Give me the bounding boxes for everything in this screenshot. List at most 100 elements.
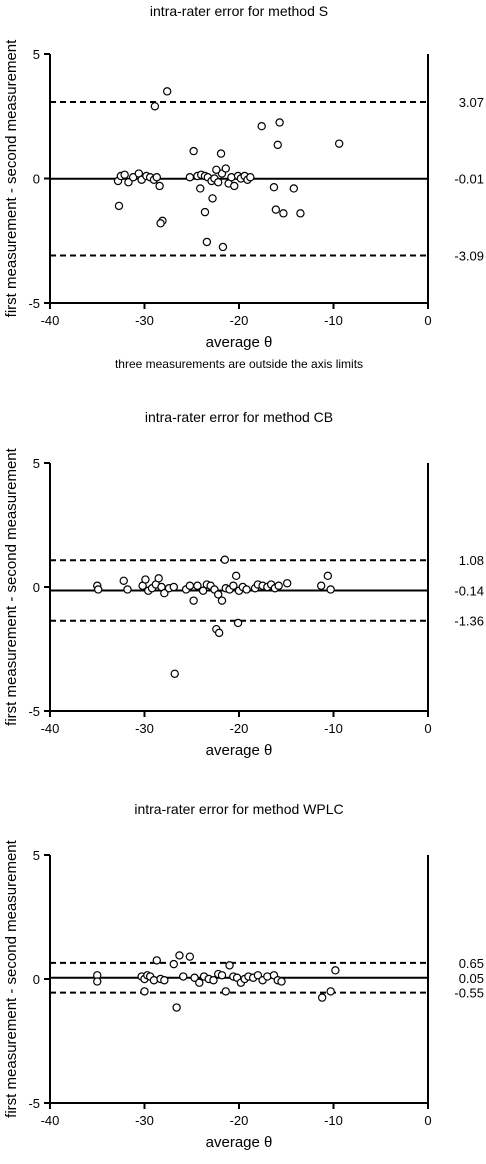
data-point bbox=[209, 976, 218, 985]
data-point bbox=[114, 201, 124, 211]
data-point bbox=[212, 165, 221, 174]
data-point bbox=[200, 207, 210, 217]
x-axis-label: average θ bbox=[206, 1134, 273, 1151]
data-point bbox=[253, 971, 263, 980]
data-point bbox=[189, 146, 198, 156]
data-point bbox=[326, 987, 335, 996]
data-point bbox=[198, 586, 208, 595]
mean-difference-label: 0.05 bbox=[459, 971, 484, 986]
data-point bbox=[170, 669, 179, 679]
y-axis-label: first measurement - second measurement bbox=[3, 839, 20, 1117]
data-point bbox=[119, 576, 128, 586]
x-tick-label: 0 bbox=[424, 313, 431, 328]
data-point bbox=[227, 173, 236, 182]
chart-note: three measurements are outside the axis … bbox=[115, 357, 363, 371]
x-tick-label: -20 bbox=[230, 1113, 249, 1128]
x-tick-label: -30 bbox=[135, 313, 154, 328]
data-point bbox=[185, 952, 195, 961]
data-point bbox=[172, 1003, 181, 1012]
data-point bbox=[246, 173, 255, 182]
data-point bbox=[229, 581, 238, 590]
data-point bbox=[289, 184, 299, 193]
data-point bbox=[214, 590, 223, 599]
data-point bbox=[214, 178, 223, 187]
data-point bbox=[202, 237, 212, 247]
data-point bbox=[185, 581, 195, 590]
y-tick-label: 0 bbox=[33, 972, 40, 987]
chart-title: intra-rater error for method CB bbox=[145, 409, 333, 425]
upper-limit-label: 3.07 bbox=[459, 95, 484, 110]
data-point bbox=[149, 976, 159, 985]
data-point bbox=[279, 209, 288, 218]
y-tick-label: 0 bbox=[33, 580, 40, 595]
y-tick-label: 0 bbox=[33, 172, 40, 187]
data-point bbox=[190, 973, 199, 982]
data-point bbox=[154, 574, 163, 583]
data-point bbox=[275, 118, 284, 127]
data-point bbox=[175, 951, 184, 960]
y-tick-label: 5 bbox=[33, 47, 40, 62]
data-point bbox=[120, 170, 129, 179]
data-point bbox=[317, 581, 326, 590]
data-point bbox=[269, 183, 279, 192]
data-point bbox=[179, 972, 188, 981]
upper-limit-label: 0.65 bbox=[459, 956, 484, 971]
mean-difference-label: -0.01 bbox=[454, 172, 484, 187]
data-point bbox=[326, 585, 335, 594]
data-point bbox=[296, 209, 305, 218]
y-axis-label: first measurement - second measurement bbox=[3, 39, 20, 317]
data-point bbox=[160, 976, 169, 985]
data-point bbox=[317, 993, 327, 1002]
x-axis-label: average θ bbox=[206, 334, 273, 351]
data-point bbox=[124, 178, 133, 187]
x-tick-label: -30 bbox=[135, 1113, 154, 1128]
data-point bbox=[221, 164, 230, 173]
chart-title: intra-rater error for method S bbox=[150, 3, 328, 19]
data-point bbox=[323, 571, 333, 581]
data-point bbox=[273, 140, 282, 150]
data-point bbox=[221, 987, 230, 996]
y-tick-label: 5 bbox=[33, 456, 40, 471]
data-point bbox=[155, 181, 164, 191]
data-point bbox=[169, 959, 178, 969]
lower-limit-label: -3.09 bbox=[454, 248, 484, 263]
data-point bbox=[150, 102, 160, 111]
data-point bbox=[93, 977, 102, 986]
x-tick-label: -20 bbox=[230, 721, 249, 736]
y-tick-label: -5 bbox=[28, 1096, 40, 1111]
data-point bbox=[231, 571, 241, 581]
x-tick-label: -20 bbox=[230, 313, 249, 328]
lower-limit-label: -1.36 bbox=[454, 614, 484, 629]
y-tick-label: 5 bbox=[33, 848, 40, 863]
y-axis-label: first measurement - second measurement bbox=[3, 447, 20, 725]
data-point bbox=[185, 173, 195, 182]
x-tick-label: 0 bbox=[424, 721, 431, 736]
data-point bbox=[162, 87, 172, 96]
data-point bbox=[220, 555, 230, 564]
x-tick-label: -10 bbox=[324, 313, 343, 328]
data-point bbox=[230, 181, 239, 191]
data-point bbox=[217, 596, 227, 605]
data-point bbox=[217, 971, 227, 980]
x-tick-label: -40 bbox=[41, 313, 60, 328]
data-point bbox=[218, 242, 228, 252]
y-tick-label: -5 bbox=[28, 704, 40, 719]
x-tick-label: -30 bbox=[135, 721, 154, 736]
data-point bbox=[208, 194, 217, 203]
data-point bbox=[141, 575, 150, 584]
data-point bbox=[257, 122, 266, 131]
data-point bbox=[140, 987, 149, 996]
data-point bbox=[160, 589, 169, 598]
data-point bbox=[274, 581, 283, 590]
data-point bbox=[277, 977, 286, 986]
data-point bbox=[331, 966, 340, 975]
data-point bbox=[169, 582, 178, 592]
x-tick-label: -40 bbox=[41, 1113, 60, 1128]
data-point bbox=[193, 581, 202, 590]
chart-title: intra-rater error for method WPLC bbox=[134, 801, 343, 817]
data-point bbox=[195, 978, 204, 987]
data-point bbox=[123, 585, 132, 594]
lower-limit-label: -0.55 bbox=[454, 986, 484, 1001]
data-point bbox=[214, 628, 224, 638]
